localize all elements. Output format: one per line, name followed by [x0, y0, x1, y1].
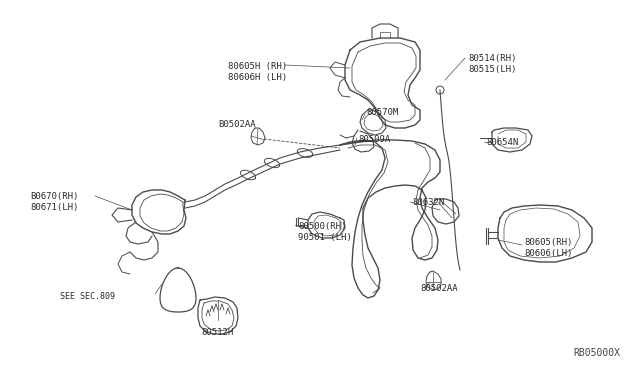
Text: 80605H (RH)
80606H (LH): 80605H (RH) 80606H (LH) [228, 62, 287, 82]
Text: B0502AA: B0502AA [218, 120, 255, 129]
Circle shape [436, 86, 444, 94]
Text: 80605(RH)
80606(LH): 80605(RH) 80606(LH) [524, 238, 572, 258]
Text: 80514(RH)
80515(LH): 80514(RH) 80515(LH) [468, 54, 516, 74]
Text: 80502AA: 80502AA [420, 284, 458, 293]
Text: RB05000X: RB05000X [573, 348, 620, 358]
Text: 80500(RH)
90501 (LH): 80500(RH) 90501 (LH) [298, 222, 352, 242]
Text: 80512H: 80512H [202, 328, 234, 337]
Text: B0670(RH)
80671(LH): B0670(RH) 80671(LH) [30, 192, 78, 212]
Text: 80632N: 80632N [412, 198, 444, 207]
Text: 80570M: 80570M [366, 108, 398, 117]
Text: SEE SEC.809: SEE SEC.809 [60, 292, 115, 301]
Text: 80509A: 80509A [358, 135, 390, 144]
Polygon shape [160, 268, 196, 312]
Text: 80654N: 80654N [486, 138, 518, 147]
